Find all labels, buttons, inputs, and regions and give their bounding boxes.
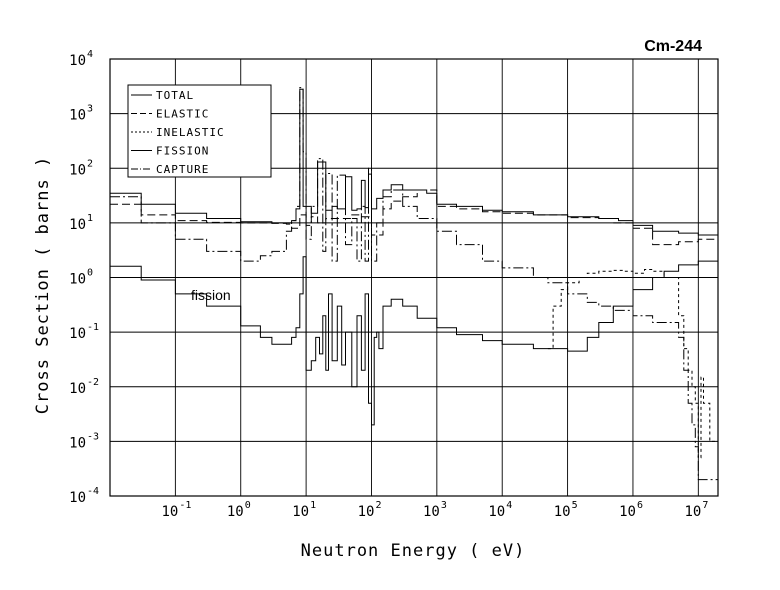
x-tick-label: 10 [423, 504, 440, 520]
y-tick-exponent: 2 [87, 158, 93, 169]
x-tick-label: 10 [162, 504, 179, 520]
y-tick-label: 10 [69, 53, 86, 69]
y-tick-label: 10 [69, 162, 86, 178]
fission-annotation: fission [191, 287, 231, 303]
x-tick-label: 10 [358, 504, 375, 520]
legend: TOTAL ELASTIC INELASTIC FISSION CAPTURE [127, 84, 272, 178]
x-tick-label: 10 [488, 504, 505, 520]
x-tick-label: 10 [292, 504, 309, 520]
x-tick-labels: 10 -1 10 0 10 1 10 2 10 3 10 4 10 5 10 6 10 7 [162, 500, 709, 520]
x-tick-label: 10 [684, 504, 701, 520]
y-tick-exponent: 4 [87, 49, 93, 60]
y-tick-label: 10 [69, 326, 86, 342]
x-axis-label: Neutron Energy ( eV) [301, 541, 526, 561]
chart-title: Cm-244 [644, 38, 702, 55]
series-layer [110, 87, 719, 496]
series-fission [110, 255, 719, 426]
y-tick-exponent: 0 [87, 268, 93, 279]
legend-box [127, 84, 272, 178]
y-tick-exponent: -3 [87, 431, 99, 442]
y-tick-exponent: -1 [87, 322, 99, 333]
y-tick-label: 10 [69, 272, 86, 288]
y-tick-exponent: 1 [87, 213, 93, 224]
x-tick-label: 10 [619, 504, 636, 520]
x-tick-exponent: -1 [179, 500, 191, 511]
y-tick-label: 10 [69, 381, 86, 397]
y-tick-label: 10 [69, 108, 86, 124]
y-tick-exponent: -2 [87, 377, 99, 388]
x-tick-exponent: 2 [375, 500, 381, 511]
series-elastic [110, 189, 719, 246]
legend-label-inelastic: INELASTIC [156, 126, 225, 139]
x-tick-label: 10 [554, 504, 571, 520]
x-tick-exponent: 0 [245, 500, 251, 511]
y-tick-label: 10 [69, 435, 86, 451]
x-tick-exponent: 3 [441, 500, 447, 511]
plot-frame [109, 58, 719, 497]
y-tick-label: 10 [69, 490, 86, 506]
x-tick-exponent: 7 [702, 500, 708, 511]
series-inelastic [547, 269, 719, 459]
legend-label-capture: CAPTURE [156, 163, 209, 176]
y-tick-exponent: 3 [87, 104, 93, 115]
y-tick-exponent: -4 [87, 486, 99, 497]
y-axis-label: Cross Section ( barns ) [33, 156, 53, 414]
series-capture [110, 87, 719, 496]
legend-label-fission: FISSION [156, 145, 209, 158]
x-tick-exponent: 1 [310, 500, 316, 511]
y-tick-label: 10 [69, 217, 86, 233]
x-tick-exponent: 4 [506, 500, 512, 511]
x-tick-label: 10 [227, 504, 244, 520]
legend-label-elastic: ELASTIC [156, 108, 209, 121]
legend-label-total: TOTAL [156, 89, 194, 102]
x-tick-exponent: 6 [637, 500, 643, 511]
x-tick-exponent: 5 [572, 500, 578, 511]
